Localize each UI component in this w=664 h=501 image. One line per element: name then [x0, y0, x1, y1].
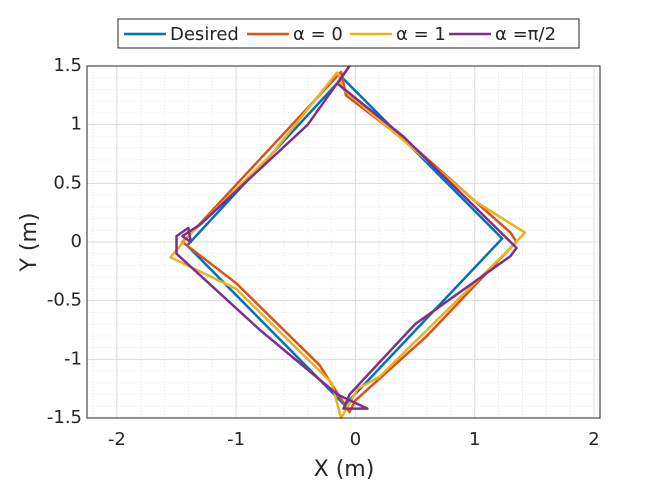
legend-label: α = 1 [396, 24, 446, 45]
legend-label: α = 0 [293, 24, 343, 45]
y-tick-label: 1 [71, 114, 82, 135]
y-tick-label: 0 [71, 231, 82, 252]
y-axis-label: Y (m) [17, 212, 42, 272]
x-tick-label: 1 [469, 429, 480, 450]
y-tick-label: -1 [64, 348, 82, 369]
y-tick-label: -0.5 [47, 290, 82, 311]
legend-box [117, 18, 580, 49]
legend-label: Desired [170, 24, 239, 45]
x-tick-label: -1 [227, 429, 245, 450]
y-tick-label: 0.5 [53, 172, 82, 193]
y-tick-label: 1.5 [53, 55, 82, 76]
series-line [181, 70, 518, 414]
y-tick-label: -1.5 [47, 407, 82, 428]
x-tick-label: -2 [108, 429, 126, 450]
legend-label: α =π/2 [495, 24, 556, 45]
axes-box [86, 65, 601, 419]
x-tick-label: 2 [588, 429, 599, 450]
series-line [175, 65, 518, 410]
x-tick-label: 0 [350, 429, 361, 450]
x-axis-label: X (m) [314, 457, 375, 482]
